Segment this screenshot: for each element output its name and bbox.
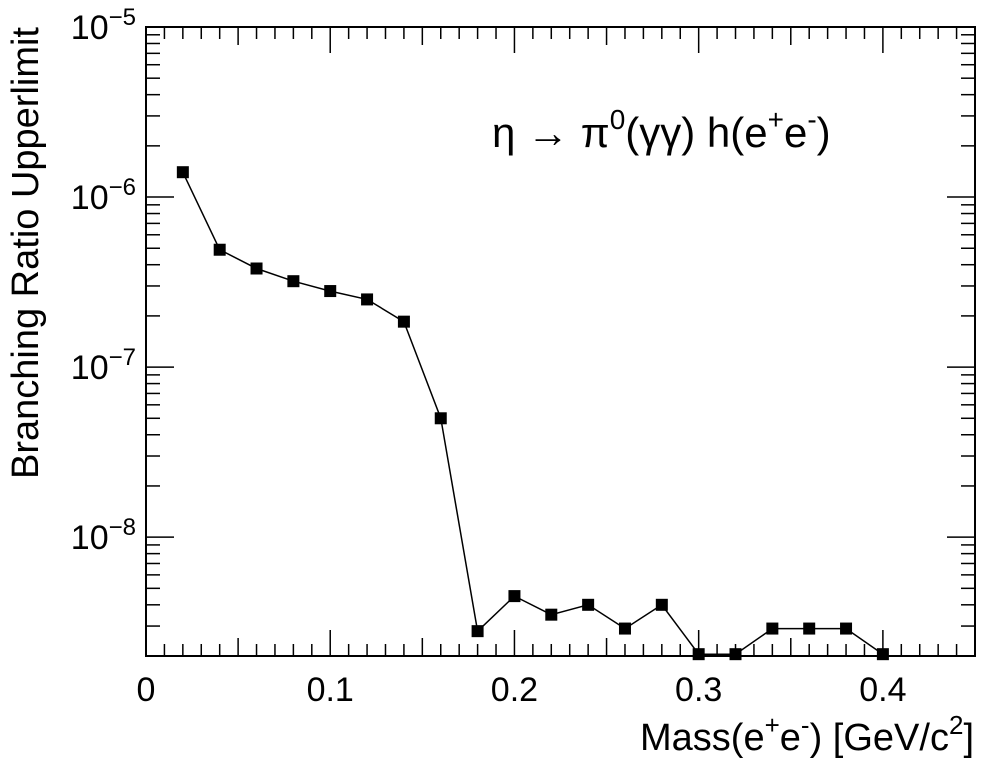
- data-point: [582, 598, 595, 611]
- x-tick-label: 0: [137, 671, 156, 709]
- series-line: [182, 171, 884, 655]
- axis-ticks: [145, 26, 976, 657]
- x-tick-labels: 0 0.1 0.2 0.3 0.4: [137, 671, 907, 709]
- data-point: [618, 622, 631, 635]
- data-point: [508, 590, 521, 603]
- y-tick-label: 10−7: [71, 344, 136, 387]
- data-point: [397, 315, 410, 328]
- data-point: [766, 622, 779, 635]
- data-point: [545, 608, 558, 621]
- x-tick-label: 0.1: [307, 671, 354, 709]
- annotation-decay: η → π0(γγ) h(e+e-): [492, 104, 831, 156]
- data-point: [803, 622, 816, 635]
- data-point: [250, 262, 263, 275]
- y-tick-label: 10−8: [71, 514, 136, 557]
- x-tick-label: 0.3: [675, 671, 722, 709]
- data-point: [655, 598, 668, 611]
- data-point: [876, 648, 889, 661]
- x-tick-label: 0.4: [859, 671, 906, 709]
- data-point: [471, 625, 484, 638]
- data-point: [692, 648, 705, 661]
- plot-frame: [145, 26, 976, 657]
- y-tick-label: 10−6: [71, 174, 136, 217]
- data-point: [434, 412, 447, 425]
- x-tick-label: 0.2: [491, 671, 538, 709]
- y-axis-title: Branching Ratio Upperlimit: [5, 27, 47, 479]
- data-point: [840, 622, 853, 635]
- data-point: [324, 285, 337, 298]
- y-tick-label: 10−5: [71, 4, 136, 47]
- data-point: [176, 166, 189, 179]
- data-point: [213, 243, 226, 256]
- y-tick-labels: 10−8 10−7 10−6 10−5: [71, 4, 136, 557]
- x-axis-title: Mass(e+e-) [GeV/c2]: [640, 710, 974, 759]
- data-point: [361, 293, 374, 306]
- data-series: [176, 166, 889, 661]
- data-point: [287, 275, 300, 288]
- data-point: [729, 648, 742, 661]
